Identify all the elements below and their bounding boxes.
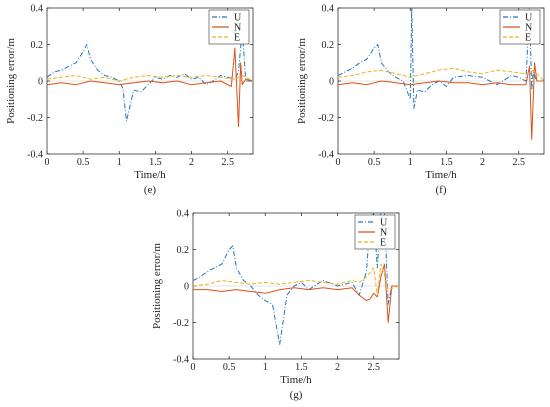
x-axis-title: Time/h <box>280 374 312 386</box>
y-tick-label: -0.4 <box>173 355 189 366</box>
y-tick-label: 0 <box>38 77 43 88</box>
x-tick-label: 0.5 <box>368 157 381 168</box>
y-tick-label: 0.4 <box>322 4 335 15</box>
y-axis-title: Positioning error/m <box>151 243 163 329</box>
x-tick-label: 2.5 <box>367 362 380 373</box>
legend-label-E: E <box>525 33 531 44</box>
y-axis-title: Positioning error/m <box>296 38 308 124</box>
series-line-N <box>47 47 253 128</box>
series-line-N <box>338 62 544 140</box>
x-tick-label: 1.5 <box>440 157 453 168</box>
y-tick-label: -0.4 <box>27 150 43 161</box>
x-axis-title: Time/h <box>134 169 166 181</box>
chart-panel-f: -0.4 -0.2 0 0.2 0.4 0 0.5 1 1.5 2 2.5 UNE Time/h Posi… <box>296 4 545 196</box>
x-tick-label: 1.5 <box>149 157 162 168</box>
x-tick-label: 2 <box>189 157 194 168</box>
legend: UNE <box>499 9 541 45</box>
series-line-U <box>338 8 544 109</box>
y-axis-title: Positioning error/m <box>5 38 17 124</box>
legend-label-N: N <box>525 23 532 34</box>
x-tick-label: 0 <box>191 362 196 373</box>
legend: UNE <box>208 9 250 45</box>
y-tick-label: -0.2 <box>318 113 334 124</box>
panel-caption: (g) <box>290 389 303 401</box>
x-tick-label: 2 <box>335 362 340 373</box>
legend-label-E: E <box>234 33 240 44</box>
legend-label-N: N <box>234 23 241 34</box>
chart-panel-e: -0.4 -0.2 0 0.2 0.4 0 0.5 1 1.5 2 2.5 UNE Time/h Posi… <box>5 4 254 196</box>
legend-label-U: U <box>380 218 388 229</box>
panel-caption: (e) <box>144 184 157 196</box>
legend-label-U: U <box>525 13 533 24</box>
y-tick-label: 0.2 <box>31 40 44 51</box>
x-tick-label: 1.5 <box>295 362 308 373</box>
series-line-E <box>338 67 544 82</box>
y-tick-label: 0 <box>184 282 189 293</box>
x-tick-label: 1 <box>117 157 122 168</box>
x-tick-label: 1 <box>408 157 413 168</box>
series-group <box>338 8 544 140</box>
legend: UNE <box>354 214 396 250</box>
x-tick-label: 1 <box>263 362 268 373</box>
y-tick-label: 0.4 <box>177 209 190 220</box>
series-group <box>47 29 253 128</box>
chart-panel-g: -0.4 -0.2 0 0.2 0.4 0 0.5 1 1.5 2 2.5 UNE Time/h Posi… <box>151 209 400 401</box>
series-line-U <box>193 213 399 345</box>
x-tick-label: 0 <box>45 157 50 168</box>
x-axis-title: Time/h <box>425 169 457 181</box>
legend-label-N: N <box>380 228 387 239</box>
x-tick-label: 0.5 <box>223 362 236 373</box>
y-tick-label: 0.2 <box>177 245 190 256</box>
legend-label-E: E <box>380 238 386 249</box>
series-line-E <box>47 75 253 82</box>
y-tick-label: 0.4 <box>31 4 44 15</box>
y-tick-label: -0.2 <box>173 318 189 329</box>
x-tick-label: 0.5 <box>77 157 90 168</box>
x-tick-label: 2.5 <box>221 157 234 168</box>
series-line-U <box>47 29 253 122</box>
legend-label-U: U <box>234 13 242 24</box>
series-group <box>193 213 399 345</box>
y-tick-label: -0.4 <box>318 150 334 161</box>
y-tick-label: 0 <box>329 77 334 88</box>
x-tick-label: 2.5 <box>512 157 525 168</box>
panel-caption: (f) <box>436 184 447 196</box>
x-tick-label: 0 <box>336 157 341 168</box>
y-tick-label: 0.2 <box>322 40 335 51</box>
y-tick-label: -0.2 <box>27 113 43 124</box>
x-tick-label: 2 <box>480 157 485 168</box>
series-line-E <box>193 263 399 296</box>
